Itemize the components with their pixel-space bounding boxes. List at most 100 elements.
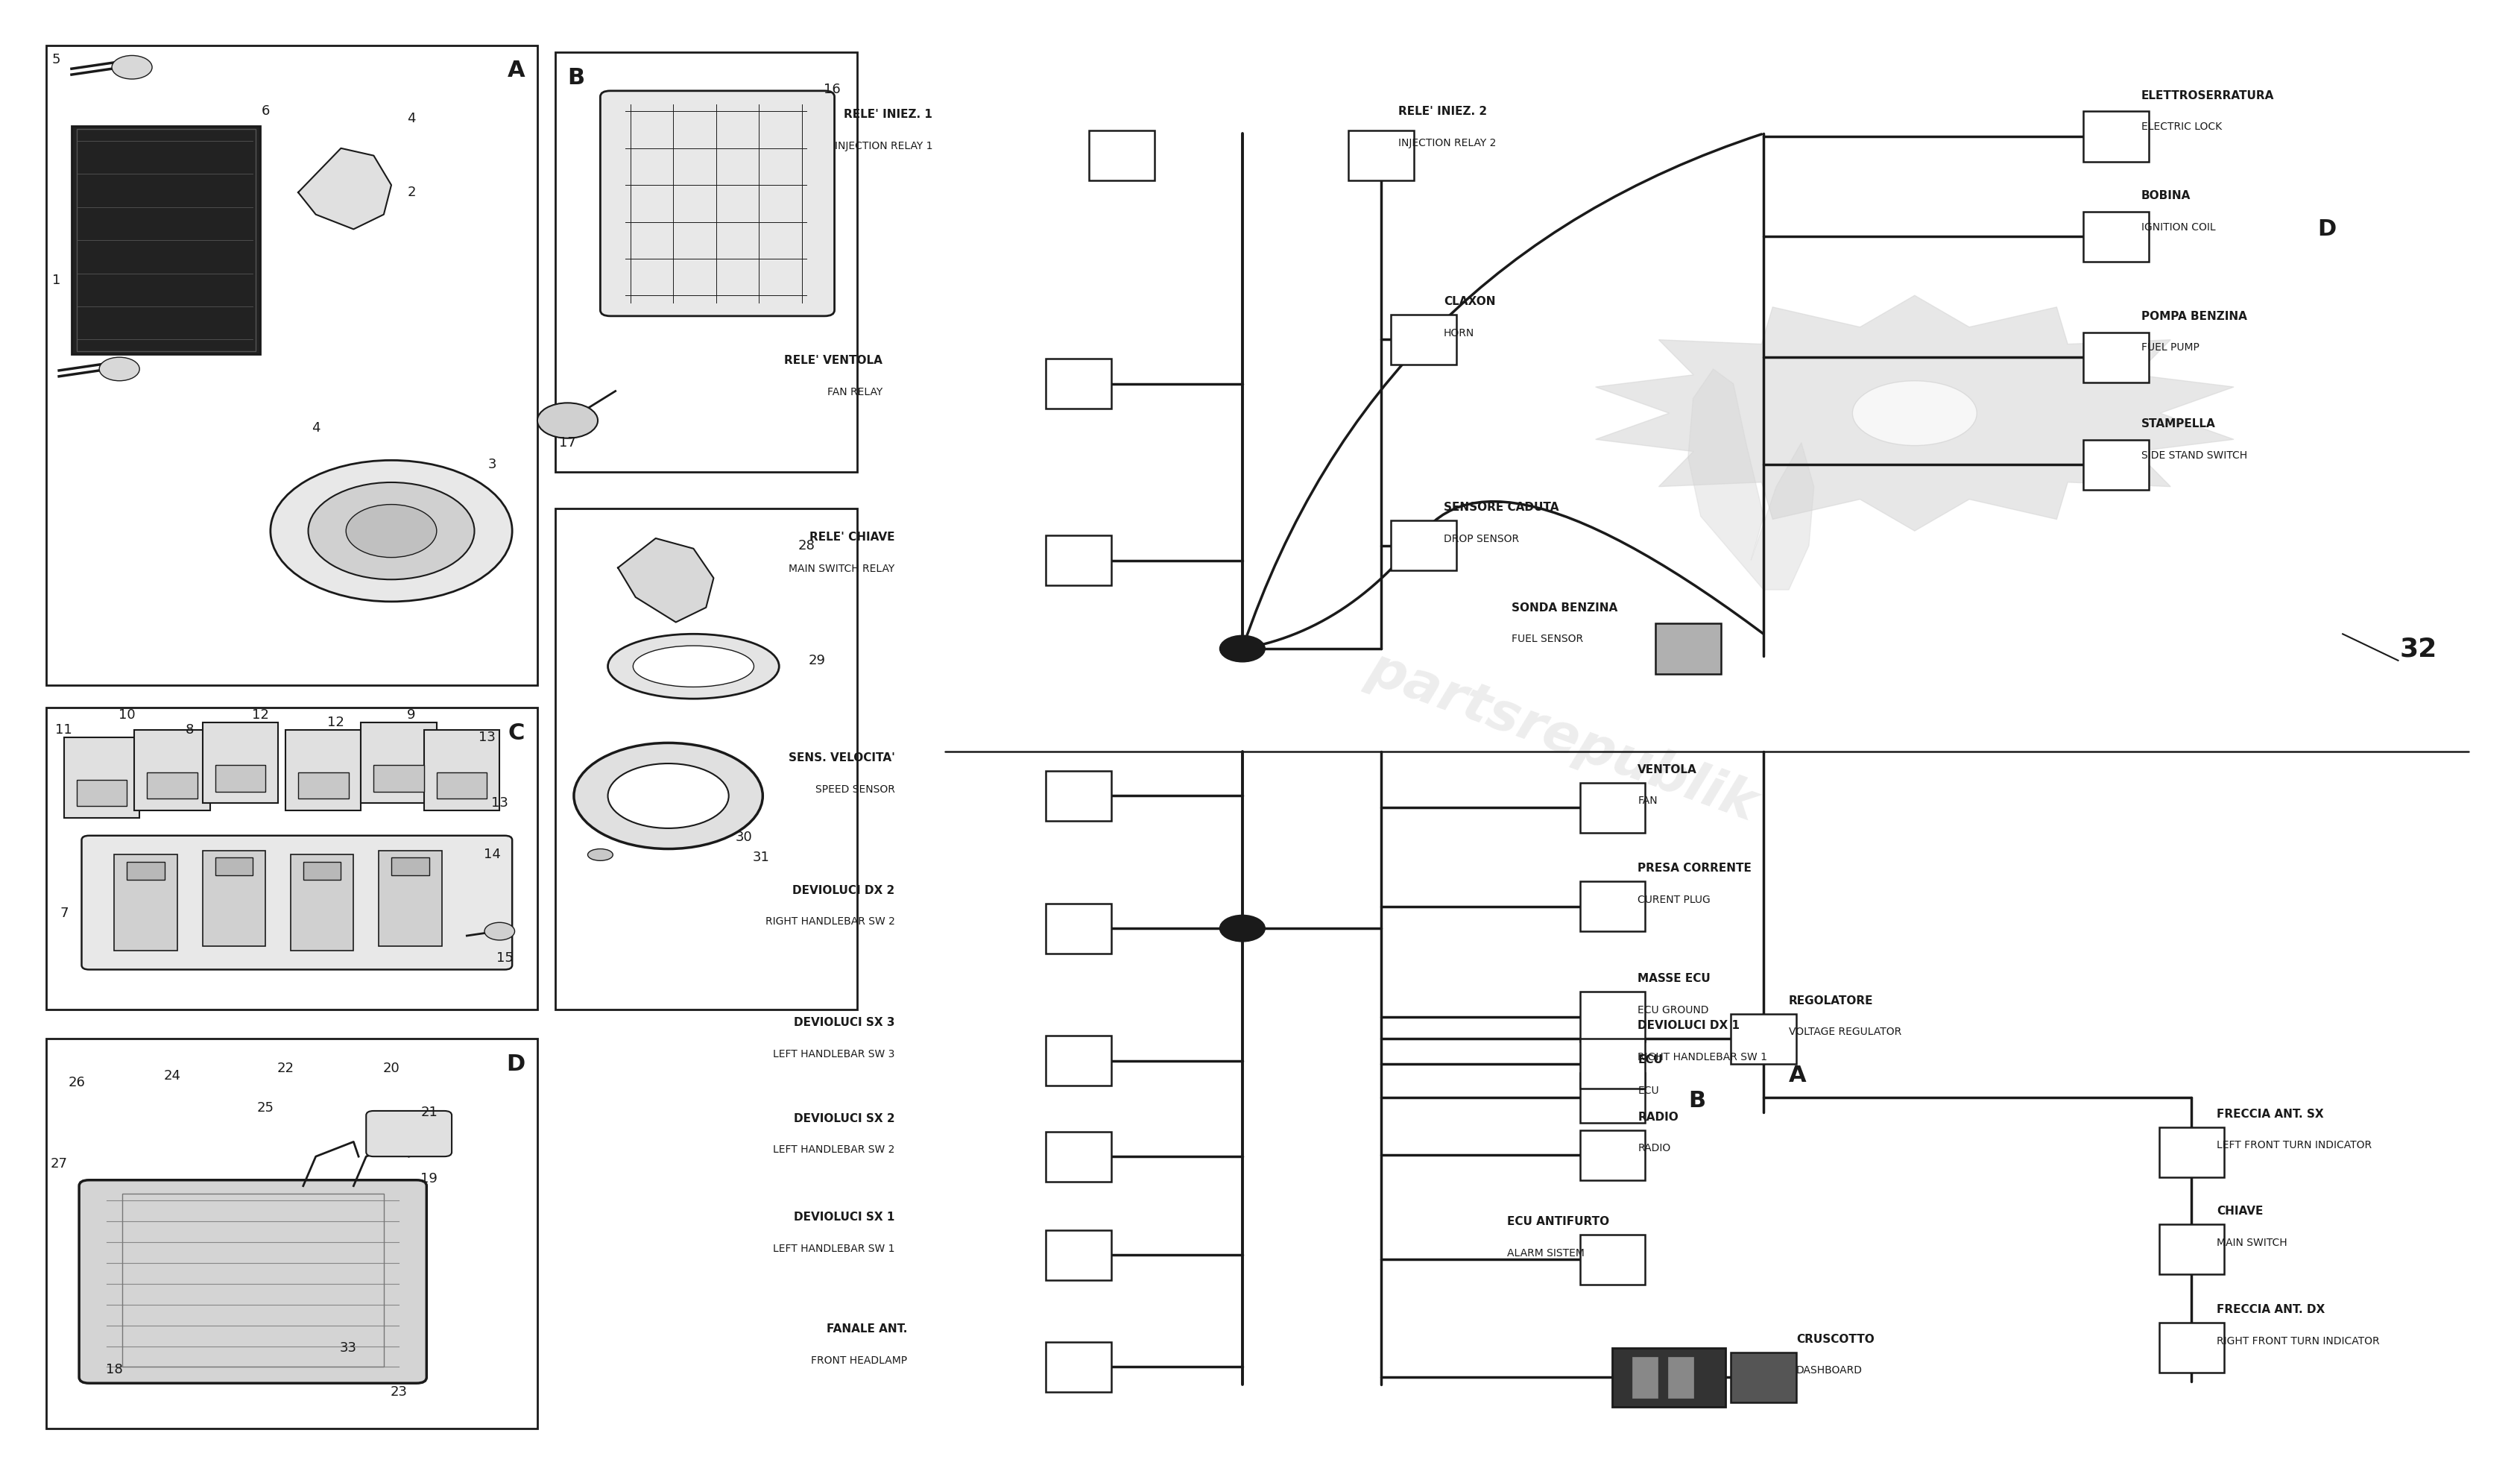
Text: 13: 13 — [491, 796, 509, 809]
Text: DROP SENSOR: DROP SENSOR — [1444, 534, 1520, 544]
Text: FANALE ANT.: FANALE ANT. — [827, 1324, 907, 1334]
FancyBboxPatch shape — [365, 1111, 451, 1157]
Bar — [2084, 439, 2150, 489]
FancyBboxPatch shape — [78, 1181, 426, 1383]
Text: SENSORE CADUTA: SENSORE CADUTA — [1444, 503, 1560, 513]
Bar — [1046, 1341, 1111, 1391]
Text: VENTOLA: VENTOLA — [1638, 764, 1696, 775]
Bar — [1046, 771, 1111, 821]
Ellipse shape — [587, 849, 612, 861]
Bar — [391, 858, 428, 876]
Text: FRECCIA ANT. SX: FRECCIA ANT. SX — [2218, 1108, 2323, 1120]
Bar — [1580, 992, 1646, 1042]
Bar — [2084, 112, 2150, 162]
Bar — [1046, 1132, 1111, 1182]
Bar — [1348, 131, 1414, 181]
Text: HORN: HORN — [1444, 327, 1474, 338]
Text: SONDA BENZINA: SONDA BENZINA — [1512, 603, 1618, 613]
Text: FRONT HEADLAMP: FRONT HEADLAMP — [811, 1355, 907, 1365]
Bar — [290, 855, 353, 951]
Ellipse shape — [633, 646, 753, 687]
Bar — [76, 130, 255, 351]
Text: CRUSCOTTO: CRUSCOTTO — [1797, 1334, 1875, 1344]
Circle shape — [484, 923, 514, 940]
Bar — [554, 53, 857, 472]
Text: RELE' CHIAVE: RELE' CHIAVE — [809, 532, 895, 542]
Text: 9: 9 — [408, 708, 416, 722]
Text: SPEED SENSOR: SPEED SENSOR — [816, 784, 895, 794]
Bar — [1580, 1131, 1646, 1181]
Bar — [214, 858, 252, 876]
Bar — [76, 780, 126, 806]
Text: INJECTION RELAY 2: INJECTION RELAY 2 — [1399, 139, 1497, 149]
Polygon shape — [1688, 368, 1814, 590]
Text: MAIN SWITCH: MAIN SWITCH — [2218, 1238, 2288, 1248]
Text: 20: 20 — [383, 1061, 401, 1075]
Bar — [121, 1194, 383, 1366]
Circle shape — [111, 56, 151, 80]
Bar — [1633, 1356, 1658, 1397]
Bar — [126, 862, 164, 880]
Text: ECU GROUND: ECU GROUND — [1638, 1005, 1709, 1016]
Text: FRECCIA ANT. DX: FRECCIA ANT. DX — [2218, 1304, 2326, 1315]
Ellipse shape — [607, 764, 728, 828]
Bar — [2084, 212, 2150, 261]
Bar — [1656, 624, 1721, 674]
Bar — [1089, 131, 1154, 181]
Text: 2: 2 — [408, 186, 416, 199]
Circle shape — [537, 402, 597, 438]
Text: RELE' INIEZ. 1: RELE' INIEZ. 1 — [844, 109, 932, 121]
Text: RADIO: RADIO — [1638, 1144, 1671, 1154]
Bar — [1391, 314, 1457, 364]
Bar — [1580, 1235, 1646, 1284]
Text: 14: 14 — [484, 848, 501, 861]
FancyBboxPatch shape — [81, 836, 512, 970]
Text: B: B — [1688, 1089, 1706, 1111]
Text: DEVIOLUCI SX 2: DEVIOLUCI SX 2 — [794, 1113, 895, 1125]
Circle shape — [270, 460, 512, 601]
Ellipse shape — [1852, 380, 1976, 445]
Text: 32: 32 — [2399, 635, 2437, 662]
Text: 1: 1 — [53, 274, 60, 287]
Text: DEVIOLUCI SX 3: DEVIOLUCI SX 3 — [794, 1017, 895, 1029]
Text: MASSE ECU: MASSE ECU — [1638, 973, 1711, 985]
Text: RELE' VENTOLA: RELE' VENTOLA — [784, 355, 882, 366]
Text: 19: 19 — [421, 1172, 438, 1185]
Text: partsrepublik: partsrepublik — [1361, 643, 1764, 831]
Text: MAIN SWITCH RELAY: MAIN SWITCH RELAY — [789, 563, 895, 573]
Text: LEFT HANDLEBAR SW 1: LEFT HANDLEBAR SW 1 — [774, 1244, 895, 1254]
Text: ALARM SISTEM: ALARM SISTEM — [1507, 1248, 1585, 1259]
Text: 18: 18 — [106, 1363, 123, 1377]
Bar — [1046, 535, 1111, 585]
Text: 12: 12 — [252, 708, 270, 722]
Polygon shape — [617, 538, 713, 622]
Text: 22: 22 — [277, 1061, 295, 1075]
Text: RIGHT HANDLEBAR SW 1: RIGHT HANDLEBAR SW 1 — [1638, 1052, 1767, 1063]
Circle shape — [345, 504, 436, 557]
Text: 7: 7 — [60, 907, 68, 920]
Bar — [1580, 783, 1646, 833]
Text: ECU ANTIFURTO: ECU ANTIFURTO — [1507, 1216, 1608, 1228]
Text: 11: 11 — [55, 722, 73, 737]
Text: 28: 28 — [799, 539, 816, 553]
Bar — [302, 862, 340, 880]
Bar — [1668, 1356, 1693, 1397]
Ellipse shape — [575, 743, 764, 849]
Text: 6: 6 — [262, 105, 270, 118]
Text: ELECTRIC LOCK: ELECTRIC LOCK — [2142, 122, 2223, 133]
Bar — [2160, 1225, 2225, 1274]
Text: 8: 8 — [186, 722, 194, 737]
Text: ECU: ECU — [1638, 1054, 1663, 1066]
Bar — [1580, 881, 1646, 932]
Text: ELETTROSERRATURA: ELETTROSERRATURA — [2142, 90, 2273, 102]
FancyBboxPatch shape — [600, 91, 834, 315]
Bar — [373, 765, 423, 792]
Text: DASHBOARD: DASHBOARD — [1797, 1365, 1862, 1375]
Text: 12: 12 — [328, 715, 345, 730]
Circle shape — [1220, 915, 1265, 942]
Ellipse shape — [607, 634, 779, 699]
Bar — [285, 730, 360, 811]
Bar — [1046, 358, 1111, 408]
Text: FUEL SENSOR: FUEL SENSOR — [1512, 634, 1583, 644]
Text: D: D — [507, 1054, 524, 1075]
